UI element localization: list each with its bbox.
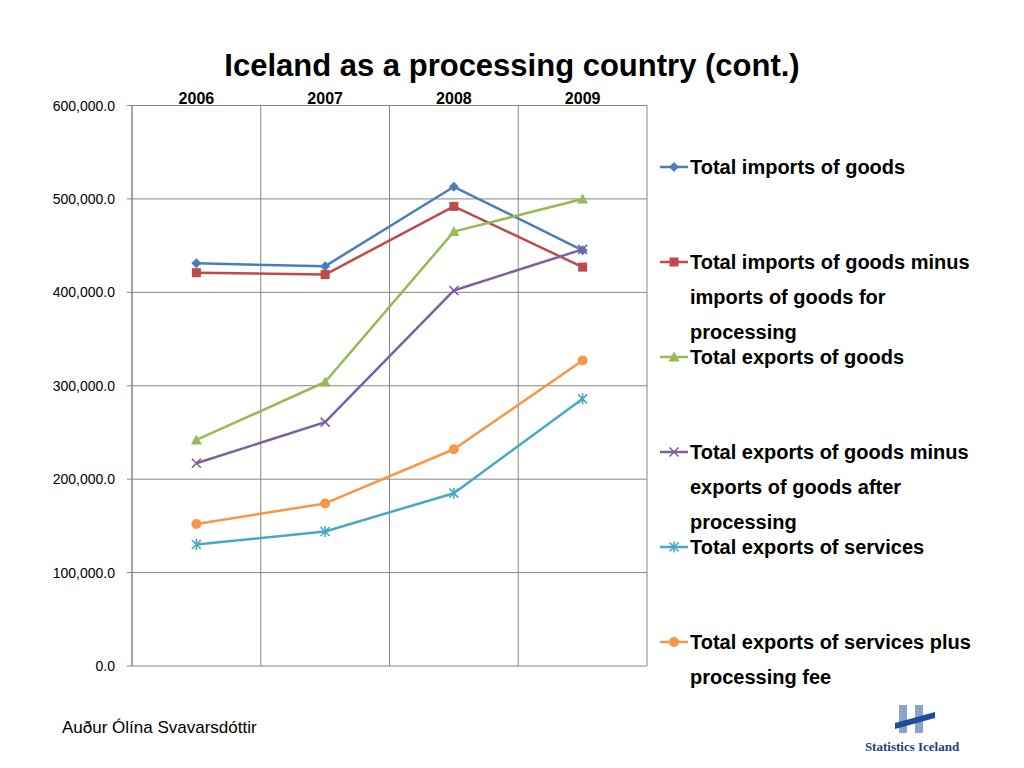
tick-mark: [127, 198, 132, 199]
legend: Total imports of goods Total imports of g…: [660, 156, 971, 688]
series-group: [191, 182, 588, 550]
marker: [449, 182, 459, 192]
legend-marker: [669, 637, 679, 647]
series-line: [196, 361, 582, 524]
marker: [449, 202, 458, 211]
marker: [321, 270, 330, 279]
marker: [191, 434, 202, 444]
marker: [578, 356, 588, 366]
series-line: [196, 206, 582, 274]
logo-text: Statistics Iceland: [865, 739, 960, 754]
marker: [191, 519, 201, 529]
band-line: [518, 106, 519, 667]
marker: [320, 498, 330, 508]
legend-marker: [670, 258, 679, 267]
legend-label: Total imports of goods: [690, 156, 905, 178]
legend-label: Total exports of services: [690, 536, 924, 558]
legend-label: Total exports of services plusprocessing…: [690, 631, 971, 688]
marker: [448, 226, 459, 236]
legend-marker: [670, 542, 679, 553]
marker: [578, 263, 587, 272]
marker: [449, 286, 458, 295]
tick-mark: [127, 292, 132, 293]
logo-icon: [895, 705, 935, 733]
legend-label: Total imports of goods minusimports of g…: [690, 251, 970, 343]
marker: [191, 258, 201, 268]
legend-label: Total exports of goods: [690, 346, 904, 368]
tick-label: 500,000.0: [53, 191, 115, 207]
legend-label: Total exports of goods minusexports of g…: [690, 441, 969, 533]
legend-marker: [669, 352, 680, 362]
y-axis: [132, 106, 133, 667]
marker: [192, 268, 201, 277]
band-line: [260, 106, 261, 667]
series-line: [196, 249, 582, 463]
author: Auður Ólína Svavarsdóttir: [62, 718, 257, 737]
tick-label: 100,000.0: [53, 565, 115, 581]
marker: [449, 444, 459, 454]
marker: [578, 393, 587, 404]
band-line: [389, 106, 390, 667]
tick-mark: [127, 479, 132, 480]
tick-label: 0.0: [96, 658, 116, 674]
chart: Iceland as a processing country (cont.) 0…: [0, 0, 1024, 768]
marker: [449, 488, 458, 499]
tick-mark: [127, 105, 132, 106]
tick-mark: [127, 385, 132, 386]
title: Iceland as a processing country (cont.): [224, 48, 799, 83]
category-label: 2008: [436, 90, 472, 107]
marker: [577, 193, 588, 203]
category-label: 2009: [565, 90, 601, 107]
marker: [320, 377, 331, 387]
marker: [321, 418, 330, 427]
marker: [321, 526, 330, 537]
category-label: 2007: [307, 90, 343, 107]
series-line: [196, 187, 582, 266]
legend-marker: [669, 162, 679, 172]
plot-area: [132, 106, 647, 667]
tick-mark: [127, 666, 132, 667]
tick-label: 600,000.0: [53, 98, 115, 114]
legend-marker: [670, 448, 679, 457]
band-line: [647, 106, 648, 667]
marker: [192, 539, 201, 550]
marker: [192, 459, 201, 468]
tick-label: 200,000.0: [53, 471, 115, 487]
series-line: [196, 399, 582, 545]
tick-label: 300,000.0: [53, 378, 115, 394]
category-label: 2006: [179, 90, 215, 107]
tick-label: 400,000.0: [53, 284, 115, 300]
marker: [320, 261, 330, 271]
marker: [578, 245, 587, 254]
tick-mark: [127, 572, 132, 573]
series-line: [196, 199, 582, 440]
band-line: [132, 106, 133, 667]
